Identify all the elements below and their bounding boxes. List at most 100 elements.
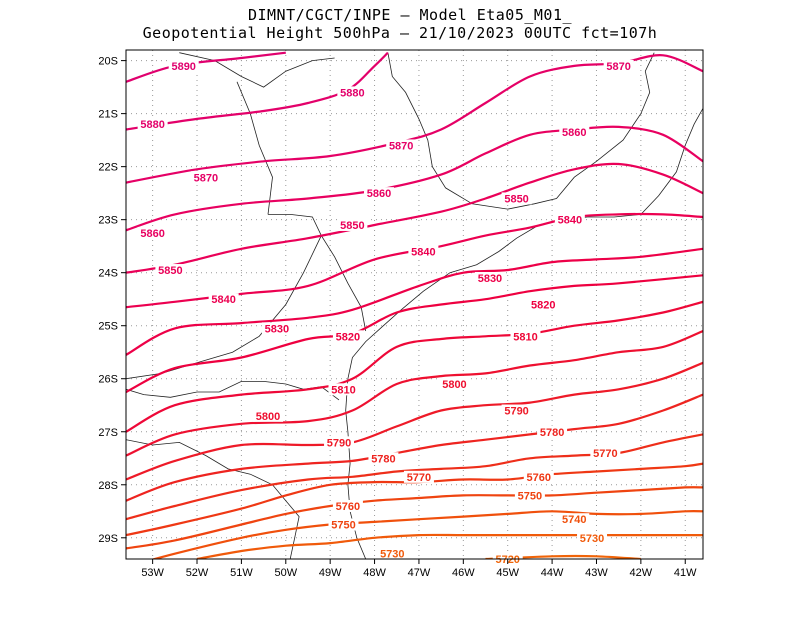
contour-label: 5830 xyxy=(478,273,502,285)
y-tick-label: 27S xyxy=(98,427,118,439)
contour-label-bg xyxy=(537,425,568,438)
coastline-segment xyxy=(345,108,703,559)
contour-line-5850 xyxy=(126,162,703,274)
contour-label-bg xyxy=(324,436,355,449)
contour-label-bg xyxy=(559,126,590,139)
contour-line-5810 xyxy=(126,300,703,433)
contour-label-bg xyxy=(208,293,239,306)
x-tick-label: 52W xyxy=(186,567,209,579)
contour-label-bg xyxy=(137,118,168,131)
x-tick-label: 51W xyxy=(230,567,253,579)
contour-line-5790 xyxy=(126,361,703,481)
y-tick-label: 26S xyxy=(98,374,118,386)
coastline-segment xyxy=(236,81,273,215)
contour-label: 5770 xyxy=(593,448,617,460)
y-tick-label: 29S xyxy=(98,533,118,545)
contour-label-bg xyxy=(168,59,199,72)
contour-label-bg xyxy=(603,59,634,72)
contour-label: 5850 xyxy=(504,193,528,205)
contour-label-bg xyxy=(328,518,359,531)
contour-label-bg xyxy=(554,213,585,226)
contour-label: 5790 xyxy=(327,437,351,449)
contour-label-bg xyxy=(510,330,541,343)
x-tick-label: 43W xyxy=(585,567,608,579)
contour-label: 5780 xyxy=(540,427,564,439)
contour-label-bg xyxy=(155,264,186,277)
contour-label: 5810 xyxy=(331,384,355,396)
contour-label-bg xyxy=(363,187,394,200)
contour-label-bg xyxy=(439,378,470,391)
contour-label: 5860 xyxy=(367,188,391,200)
contour-line-5830 xyxy=(126,247,703,356)
x-tick-label: 50W xyxy=(274,567,297,579)
contour-line-5890 xyxy=(126,51,286,83)
contour-label: 5870 xyxy=(606,61,630,73)
contour-label: 5840 xyxy=(558,215,582,227)
x-tick-label: 42W xyxy=(630,567,653,579)
contour-label-bg xyxy=(501,404,532,417)
y-axis: 20S 21S 22S 23S 24S 25S 26S 27S 28S 29S xyxy=(98,56,126,545)
contour-label-bg xyxy=(261,322,292,335)
contour-line-5800 xyxy=(126,329,703,457)
contour-label-bg xyxy=(328,383,359,396)
contour-label-bg xyxy=(368,452,399,465)
contour-label-bg xyxy=(337,86,368,99)
contour-line-5780 xyxy=(126,393,703,502)
contour-label-bg xyxy=(474,271,505,284)
contour-label: 5840 xyxy=(411,246,435,258)
contour-label: 5800 xyxy=(442,379,466,391)
contour-label: 5880 xyxy=(340,87,364,99)
chart-title-line-2: Geopotential Height 500hPa — 21/10/2023 … xyxy=(142,24,658,42)
contour-label-bg xyxy=(590,446,621,459)
contour-label: 5770 xyxy=(407,472,431,484)
y-tick-label: 23S xyxy=(98,215,118,227)
x-tick-label: 46W xyxy=(452,567,475,579)
contour-labels: 5890 5880 5880 5870 5870 5870 5860 5860 5860 5850… xyxy=(137,59,634,566)
contour-label-bg xyxy=(386,139,417,152)
contour-label: 5860 xyxy=(140,228,164,240)
contour-line-5880 xyxy=(126,51,389,131)
contour-label: 5820 xyxy=(336,331,360,343)
y-tick-label: 25S xyxy=(98,321,118,333)
contour-label: 5760 xyxy=(527,472,551,484)
contour-label: 5870 xyxy=(194,172,218,184)
contour-label: 5760 xyxy=(336,501,360,513)
contour-label: 5790 xyxy=(504,406,528,418)
y-tick-label: 21S xyxy=(98,109,118,121)
contour-label: 5870 xyxy=(389,140,413,152)
contour-label-bg xyxy=(403,470,434,483)
contour-label-bg xyxy=(528,298,559,311)
contour-line-5820 xyxy=(126,274,703,393)
x-tick-label: 41W xyxy=(674,567,697,579)
contour-label: 5750 xyxy=(518,490,542,502)
contour-label-bg xyxy=(190,171,221,184)
contour-label: 5850 xyxy=(340,220,364,232)
contour-label-bg xyxy=(137,226,168,239)
x-tick-label: 44W xyxy=(541,567,564,579)
coastline-segment xyxy=(126,439,300,559)
contour-label: 5880 xyxy=(140,119,164,131)
contour-label: 5830 xyxy=(265,323,289,335)
contour-label: 5840 xyxy=(211,294,235,306)
y-tick-label: 20S xyxy=(98,56,118,68)
contour-label-bg xyxy=(523,470,554,483)
contour-line-5750 xyxy=(126,486,703,550)
contour-label: 5890 xyxy=(171,61,195,73)
contour-label-bg xyxy=(253,409,284,422)
contour-label: 5740 xyxy=(562,514,586,526)
x-tick-label: 53W xyxy=(141,567,164,579)
contour-label: 5730 xyxy=(580,533,604,545)
coastline-segment xyxy=(387,52,655,210)
contour-line-5730 xyxy=(196,533,703,559)
contour-label-bg xyxy=(332,330,363,343)
contour-label: 5820 xyxy=(531,300,555,312)
y-tick-label: 28S xyxy=(98,480,118,492)
x-tick-label: 48W xyxy=(363,567,386,579)
contour-label: 5730 xyxy=(380,549,404,561)
y-tick-label: 24S xyxy=(98,268,118,280)
contour-label: 5810 xyxy=(513,331,537,343)
x-tick-label: 49W xyxy=(319,567,342,579)
contour-label-bg xyxy=(377,547,408,560)
contour-label-bg xyxy=(337,218,368,231)
